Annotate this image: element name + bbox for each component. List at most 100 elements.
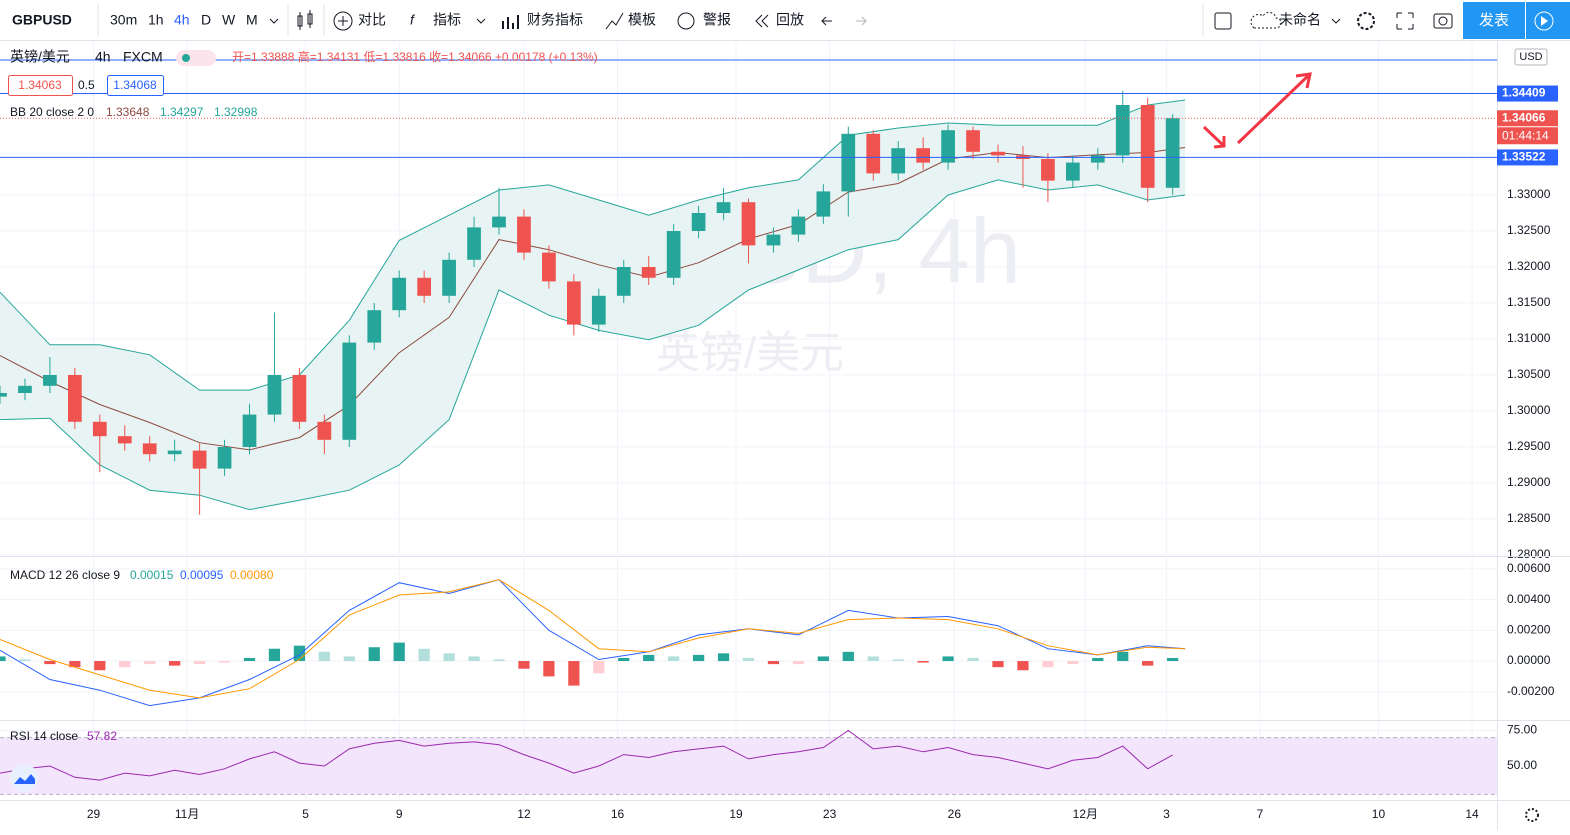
status-dot: [182, 54, 190, 62]
price-label: 1.34409: [1502, 86, 1546, 100]
publish[interactable]: 发表: [1479, 12, 1509, 29]
toolbar: GBPUSD 30m 1h 4h D W M 对比 f 指标 财务指标 模板 警…: [0, 2, 1570, 41]
interval[interactable]: W: [222, 12, 236, 28]
candle-icon[interactable]: [297, 10, 313, 30]
watermark: 英镑/美元: [656, 329, 844, 378]
candle-body: [317, 421, 332, 440]
publish-button[interactable]: [1463, 2, 1525, 39]
caret[interactable]: [1331, 18, 1341, 24]
undo[interactable]: [821, 16, 832, 26]
indicator-value: 0.00080: [230, 568, 274, 582]
candle-body: [941, 130, 955, 163]
replay[interactable]: 回放: [776, 12, 804, 28]
y-tick-label: 1.33000: [1507, 187, 1551, 201]
candle-body: [117, 436, 132, 444]
histogram-bar: [293, 645, 306, 662]
price-label: 1.33522: [1502, 150, 1546, 164]
spread: 0.5: [78, 78, 95, 92]
candle-body: [916, 148, 931, 163]
histogram-bar: [418, 648, 430, 662]
histogram-bar: [493, 659, 505, 662]
templates[interactable]: 模板: [628, 12, 656, 28]
x-tick-label: 29: [87, 807, 101, 821]
compare-icon: [338, 16, 348, 26]
indicators[interactable]: 指标: [433, 12, 461, 28]
candle-body: [92, 421, 107, 437]
histogram-bar: [518, 661, 530, 669]
layout-name[interactable]: 未命名: [1279, 12, 1321, 28]
caret[interactable]: [476, 18, 486, 24]
indicator-value: 0.00095: [180, 568, 224, 582]
candle-body: [442, 259, 456, 296]
histogram-bar: [568, 661, 580, 686]
annotation-arrow: [1236, 72, 1312, 145]
fullscreen[interactable]: [1396, 12, 1414, 30]
candle-body: [267, 375, 282, 415]
candle-body: [1090, 155, 1105, 163]
financials[interactable]: 财务指标: [527, 12, 583, 28]
histogram-bar: [668, 656, 680, 662]
bid: 1.34063: [18, 78, 62, 92]
x-tick-label: 12: [517, 807, 531, 821]
candle-body: [417, 277, 432, 296]
settings[interactable]: [1357, 12, 1375, 30]
x-tick-label: 16: [611, 807, 625, 821]
y-tick-label: 50.00: [1507, 758, 1537, 772]
candle-body: [342, 342, 357, 440]
candle-body: [1041, 159, 1055, 181]
x-tick-label: 7: [1257, 807, 1264, 821]
histogram-bar: [717, 653, 730, 662]
candle-body: [1165, 118, 1180, 188]
ohlc-readout: 开=1.33888 高=1.34131 低=1.33816 收=1.34066 …: [232, 49, 598, 64]
interval-active[interactable]: 4h: [174, 12, 190, 28]
compare-icon[interactable]: [333, 11, 353, 31]
candle-body: [1065, 162, 1080, 181]
candle-body: [492, 216, 506, 228]
interval[interactable]: M: [246, 12, 258, 28]
histogram-bar: [1092, 657, 1104, 662]
y-tick-label: 1.30500: [1507, 367, 1551, 381]
play-button[interactable]: [1526, 2, 1570, 39]
alert-icon[interactable]: [677, 12, 695, 30]
compare[interactable]: 对比: [358, 12, 386, 28]
template-icon[interactable]: [605, 12, 624, 30]
histogram-bar: [1042, 661, 1054, 668]
indicator-icon[interactable]: f: [410, 12, 416, 28]
y-tick-label: 1.32500: [1507, 223, 1551, 237]
histogram-bar: [393, 642, 405, 662]
caret[interactable]: [269, 18, 279, 24]
histogram-bar: [193, 661, 206, 665]
candle-body: [691, 213, 706, 231]
financials-icon[interactable]: [502, 15, 519, 29]
indicator-name: RSI 14 close: [10, 729, 78, 743]
y-tick-label: 1.31000: [1507, 331, 1551, 345]
x-tick-label: 23: [823, 807, 837, 821]
histogram-bar: [343, 656, 355, 662]
alerts[interactable]: 警报: [703, 12, 731, 28]
indicator-value: 0.00015: [130, 568, 174, 582]
candle-body: [0, 393, 7, 397]
interval[interactable]: 30m: [110, 12, 137, 28]
title: 英镑/美元: [10, 49, 70, 65]
symbol[interactable]: GBPUSD: [12, 12, 72, 28]
candle-body: [816, 191, 831, 217]
histogram-bar: [94, 661, 106, 671]
snapshot[interactable]: [1433, 13, 1453, 29]
y-tick-label: 1.28500: [1507, 511, 1551, 525]
candle-body: [292, 375, 307, 422]
replay-icon[interactable]: [755, 14, 769, 28]
histogram-bar: [792, 661, 805, 665]
y-tick-label: 1.30000: [1507, 403, 1551, 417]
layout-icon[interactable]: [1214, 12, 1232, 30]
histogram-bar: [1067, 661, 1079, 665]
price-label-box: [1497, 149, 1558, 166]
redo[interactable]: [856, 16, 867, 26]
candle-body: [167, 450, 182, 455]
candle-body: [43, 375, 57, 386]
interval[interactable]: D: [201, 12, 211, 28]
interval[interactable]: 1h: [148, 12, 164, 28]
indicator-value: 57.82: [87, 729, 117, 743]
histogram-bar: [69, 661, 81, 668]
candle-body: [566, 281, 581, 325]
